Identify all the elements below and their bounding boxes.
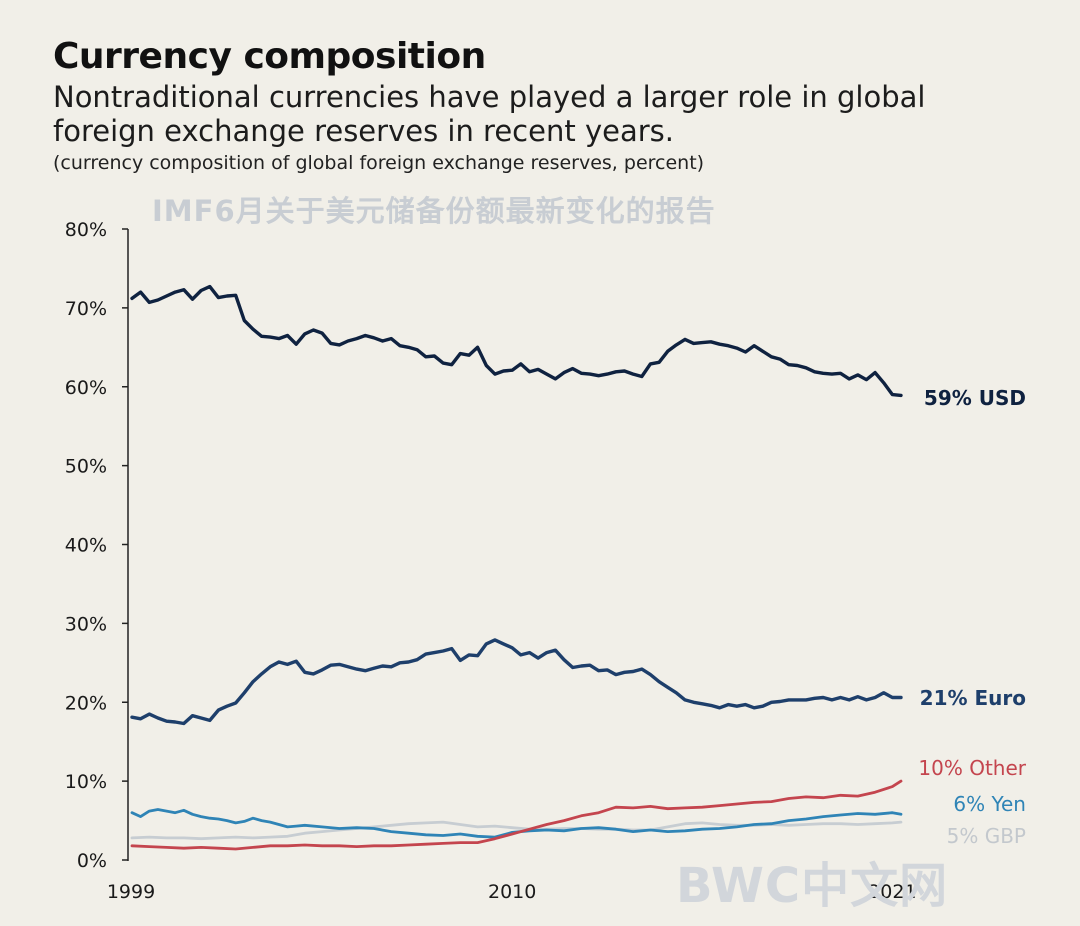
series-label-other: 10% Other — [918, 756, 1026, 780]
series-line-other — [130, 779, 903, 851]
x-tick-label: 2021 — [868, 881, 916, 903]
series-line-euro — [130, 638, 903, 726]
y-tick-label: 40% — [65, 535, 107, 557]
chart-subtitle: Nontraditional currencies have played a … — [53, 80, 926, 148]
y-tick-label: 70% — [65, 298, 107, 320]
series-label-usd: 59% USD — [924, 386, 1026, 410]
chart-title: Currency composition — [53, 36, 486, 77]
y-tick-label: 60% — [65, 377, 107, 399]
series-line-gbp — [130, 820, 903, 841]
x-tick-label: 2010 — [488, 881, 536, 903]
watermark-bottom: BWC中文网 — [676, 858, 949, 914]
y-tick-label: 10% — [65, 771, 107, 793]
series-line-yen — [130, 808, 903, 839]
y-tick-label: 0% — [77, 850, 107, 872]
series-label-euro: 21% Euro — [920, 686, 1026, 710]
chart-note: (currency composition of global foreign … — [53, 152, 705, 174]
watermark-top: IMF6月关于美元储备份额最新变化的报告 — [152, 194, 716, 228]
series-label-gbp: 5% GBP — [947, 824, 1026, 848]
x-tick-label: 1999 — [107, 881, 155, 903]
y-tick-label: 80% — [65, 219, 107, 241]
series-label-yen: 6% Yen — [953, 792, 1026, 816]
y-tick-label: 30% — [65, 613, 107, 635]
series-line-usd — [130, 284, 903, 398]
y-tick-label: 20% — [65, 692, 107, 714]
y-tick-label: 50% — [65, 456, 107, 478]
